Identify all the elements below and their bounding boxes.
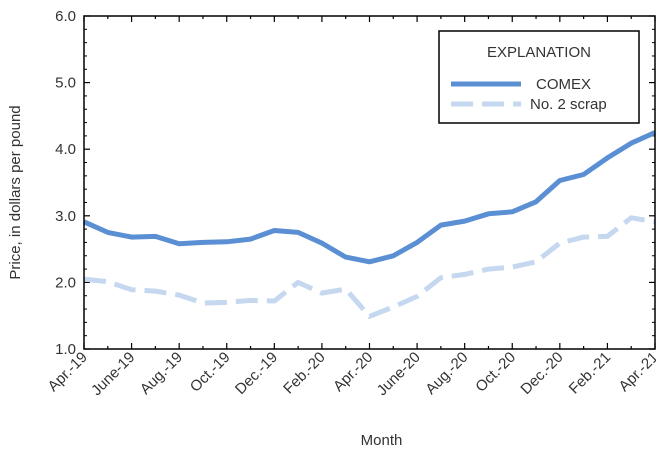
y-tick-label: 3.0 [55, 208, 76, 225]
series-lines [82, 130, 656, 319]
x-tick-label: Dec.-20 [517, 349, 566, 398]
x-tick-label: Feb.-20 [280, 349, 329, 398]
series-line-no-2-scrap [83, 215, 656, 319]
y-tick-label: 4.0 [55, 141, 76, 158]
x-tick-label: Aug.-20 [422, 349, 471, 398]
x-tick-label: Oct.-19 [187, 349, 234, 396]
x-tick-label: Apr.-20 [330, 349, 376, 395]
y-axis: 1.0 2.0 3.0 4.0 5.0 6.0 [55, 8, 655, 358]
x-tick-label: Apr.-21 [616, 349, 656, 395]
x-tick-label: June-19 [88, 349, 138, 399]
x-tick-label: Oct.-20 [472, 349, 519, 396]
legend-label-no2-scrap: No. 2 scrap [530, 96, 607, 113]
x-tick-label: Feb.-21 [566, 349, 615, 398]
series-line-comex [82, 130, 656, 265]
legend-title: EXPLANATION [487, 44, 591, 61]
x-tick-label: June-20 [374, 349, 424, 399]
y-tick-label: 6.0 [55, 8, 76, 25]
x-tick-label: Aug.-19 [137, 349, 186, 398]
y-axis-title: Price, in dollars per pound [7, 105, 24, 279]
legend: EXPLANATION COMEX No. 2 scrap [438, 30, 640, 124]
y-tick-label: 2.0 [55, 274, 76, 291]
y-tick-label: 5.0 [55, 75, 76, 92]
x-tick-label: Dec.-19 [232, 349, 281, 398]
legend-box [438, 30, 640, 124]
plot-area-frame [83, 15, 656, 350]
legend-label-comex: COMEX [536, 76, 591, 93]
y-tick-label: 1.0 [55, 341, 76, 358]
x-axis-title: Month [361, 432, 403, 449]
